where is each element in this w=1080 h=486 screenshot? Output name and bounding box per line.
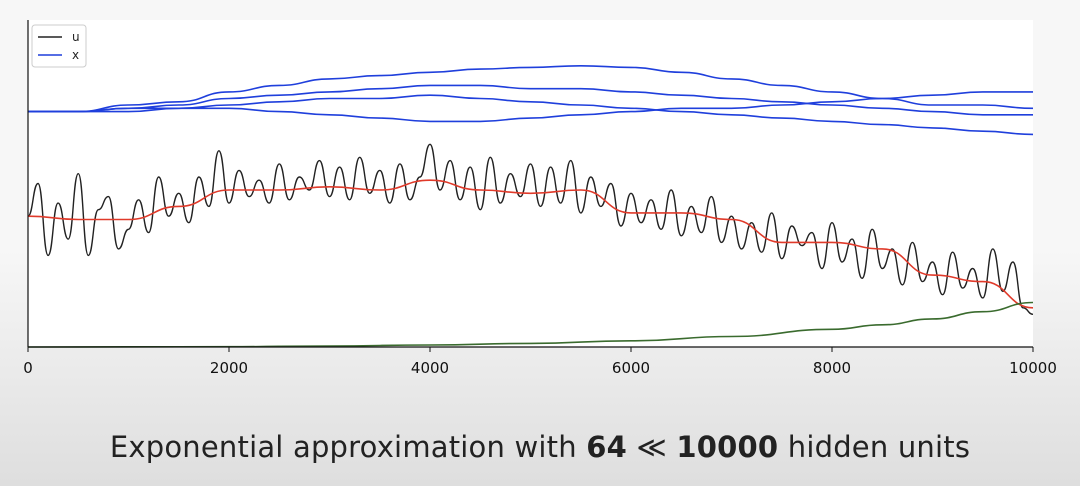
series-line-trend-6 xyxy=(27,301,1034,348)
caption-much-less-than: ≪ xyxy=(627,430,677,464)
legend-label-u: u xyxy=(72,30,80,44)
legend-box xyxy=(31,24,87,68)
caption-total-units: 10000 xyxy=(676,430,779,464)
x-tick-label: 4000 xyxy=(411,359,449,377)
caption-suffix: hidden units xyxy=(778,430,971,464)
slide-caption: Exponential approximation with 64 ≪ 1000… xyxy=(0,430,1080,464)
caption-hidden-units: 64 xyxy=(586,430,628,464)
x-tick-label: 10000 xyxy=(1009,359,1057,377)
series-line-x-0 xyxy=(28,65,1034,113)
x-axis: 0 2000 4000 6000 8000 10000 xyxy=(23,20,1057,377)
caption-prefix: Exponential approximation with xyxy=(109,430,587,464)
x-tick-label: 2000 xyxy=(210,359,248,377)
series-line-x-1 xyxy=(28,84,1033,116)
legend: ux xyxy=(31,24,87,68)
x-tick-label: 8000 xyxy=(813,359,851,377)
legend-label-x: x xyxy=(72,48,79,62)
x-tick-label: 0 xyxy=(23,359,33,377)
series-layer xyxy=(27,65,1034,348)
series-line-x-3 xyxy=(28,91,1033,123)
x-tick-label: 6000 xyxy=(612,359,650,377)
series-line-u-4 xyxy=(27,143,1034,315)
chart: 0 2000 4000 6000 8000 10000 ux xyxy=(23,20,1057,377)
series-line-trend-5 xyxy=(27,179,1034,309)
